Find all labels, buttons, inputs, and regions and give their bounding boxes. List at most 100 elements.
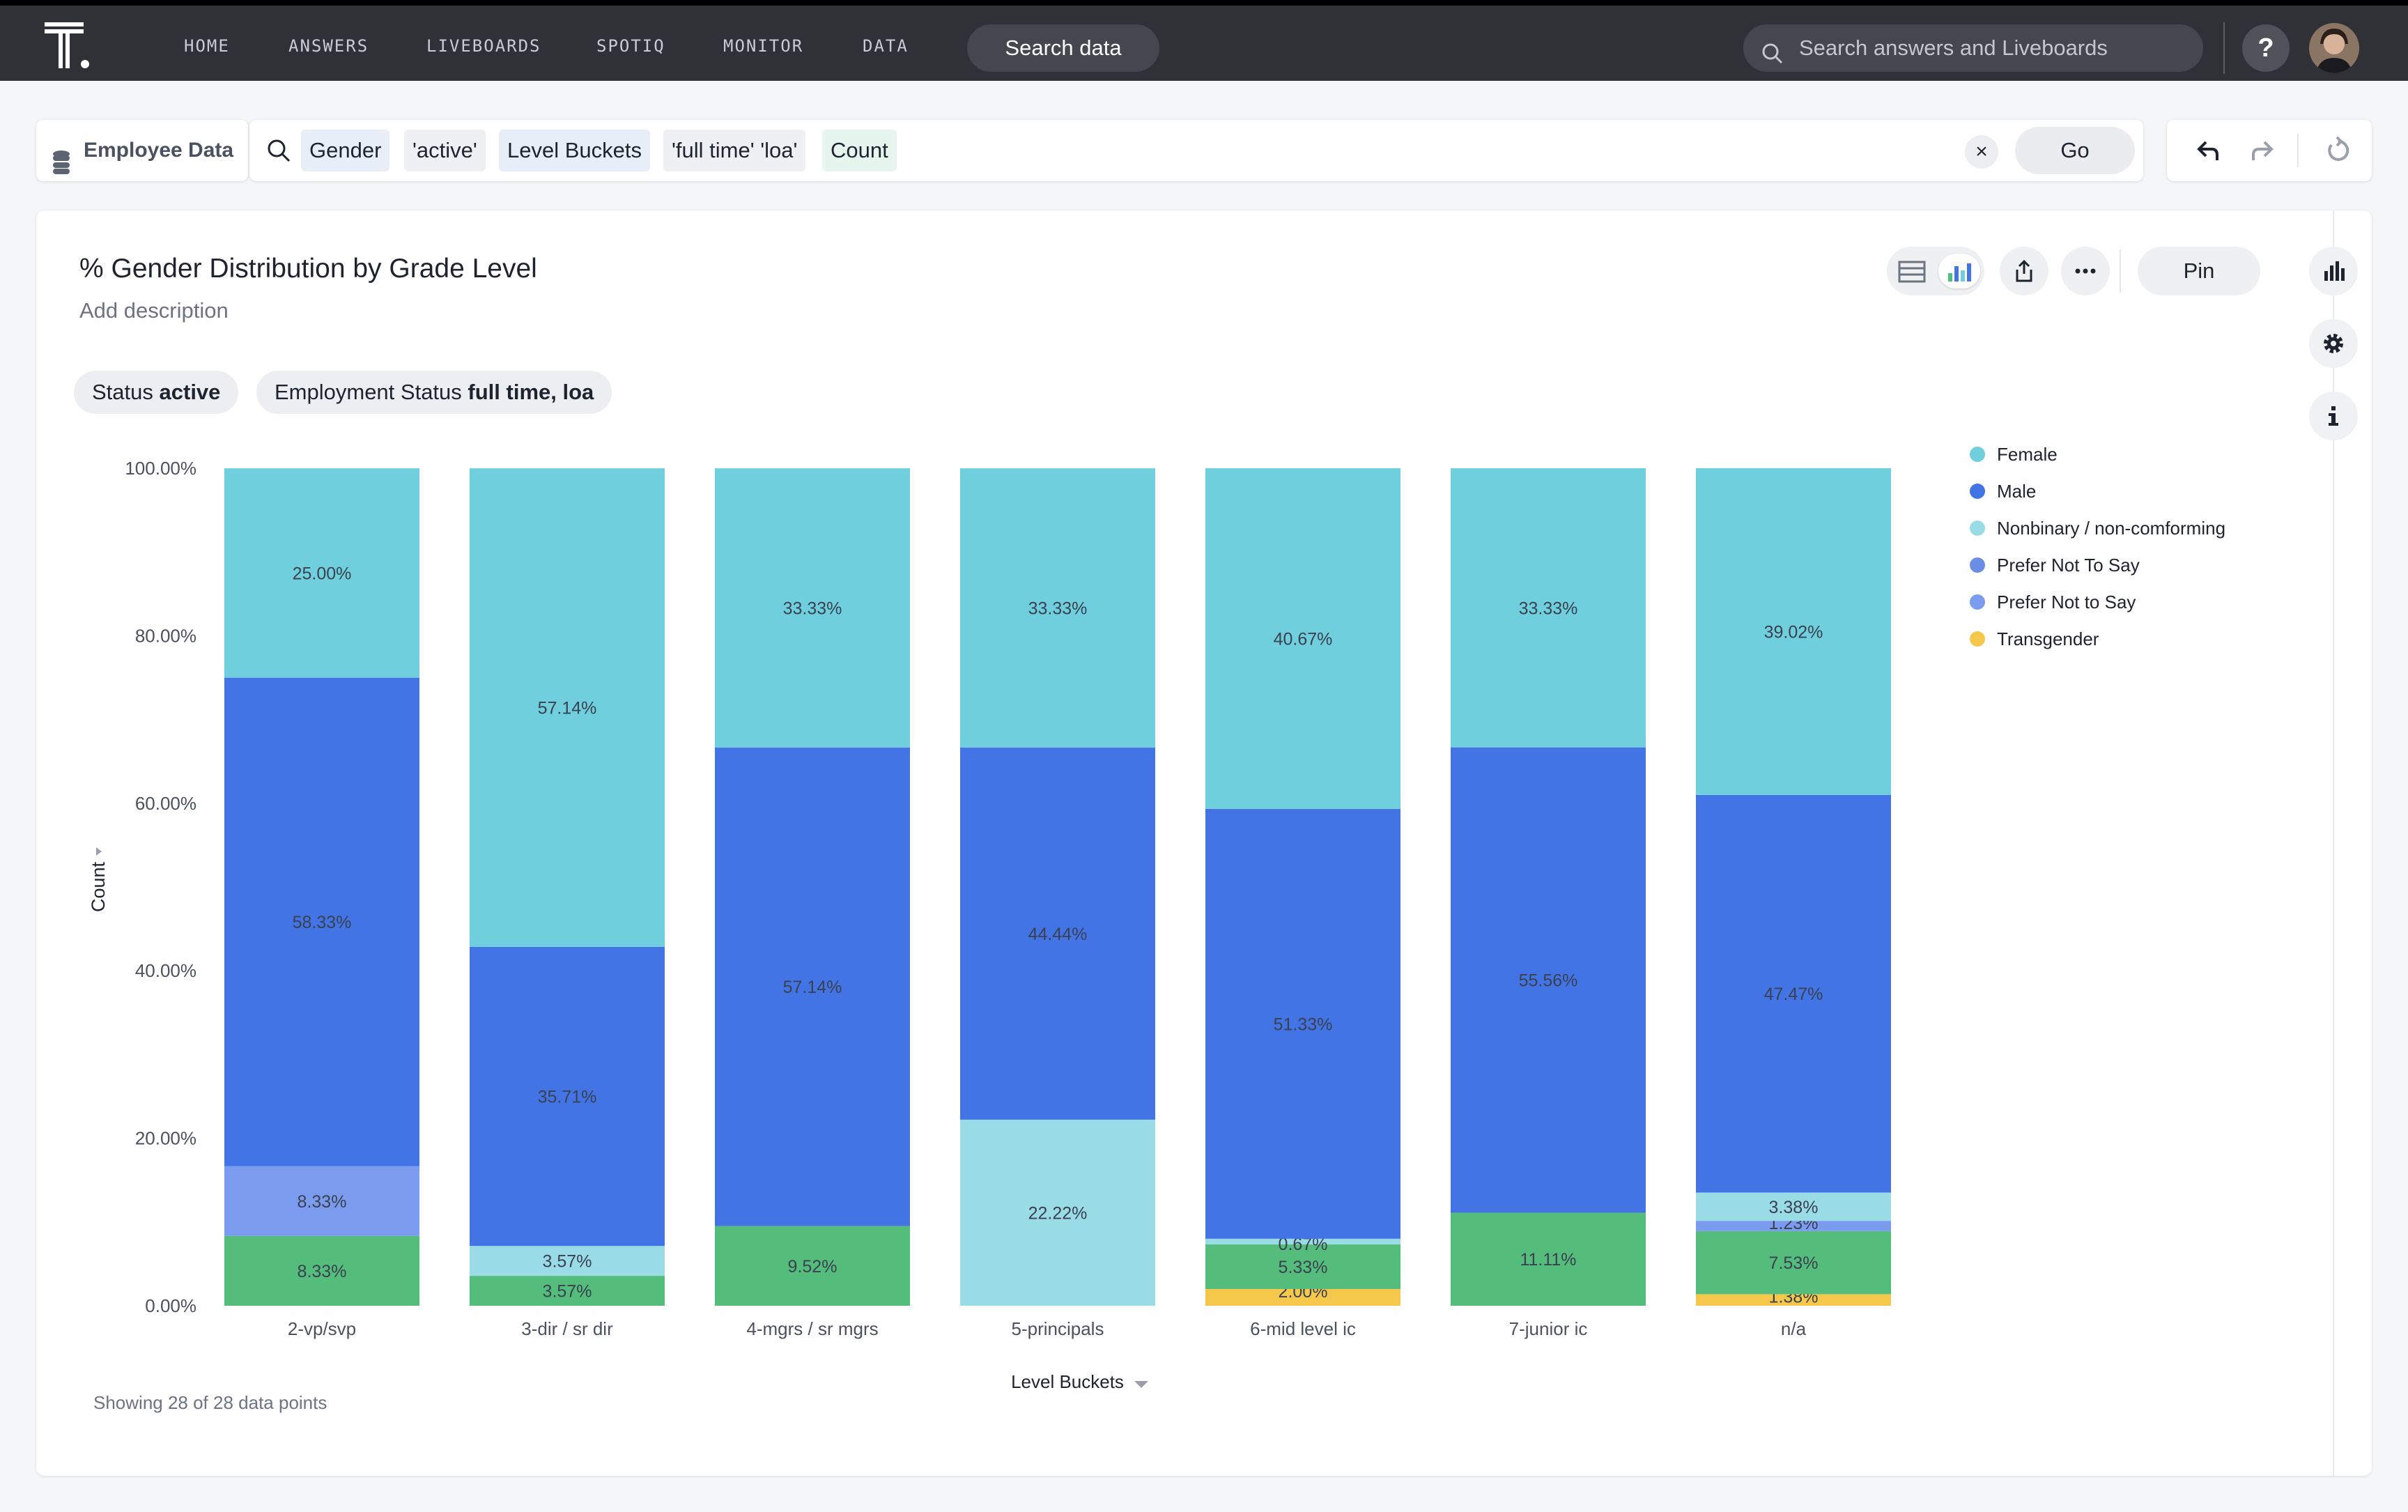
bar-segment bbox=[224, 677, 419, 1166]
search-icon bbox=[1760, 36, 1785, 83]
nav-spotiq[interactable]: SPOTIQ bbox=[596, 36, 665, 56]
filter-chip-employment-status[interactable]: Employment Status full time, loa bbox=[256, 371, 612, 414]
data-label: 7.53% bbox=[1769, 1253, 1819, 1273]
filter-chip-status[interactable]: Status active bbox=[74, 371, 239, 414]
bar-segment bbox=[1205, 1238, 1400, 1244]
bar-segment bbox=[1696, 468, 1891, 795]
filter-chip-value: full time, loa bbox=[468, 380, 594, 404]
x-axis-label: Level Buckets bbox=[1011, 1371, 1124, 1392]
data-label: 58.33% bbox=[293, 913, 352, 932]
data-label: 55.56% bbox=[1519, 971, 1578, 991]
bar-segment bbox=[715, 468, 910, 748]
nav-liveboards[interactable]: LIVEBOARDS bbox=[426, 36, 541, 56]
chart-type-icon[interactable] bbox=[2309, 247, 2358, 295]
x-tick-label: 6-mid level ic bbox=[1250, 1318, 1356, 1339]
chart-view-icon[interactable] bbox=[1938, 254, 1980, 288]
x-tick-label: 4-mgrs / sr mgrs bbox=[746, 1318, 878, 1339]
data-label: 5.33% bbox=[1279, 1258, 1328, 1277]
nav-answers[interactable]: ANSWERS bbox=[288, 36, 369, 56]
search-token-count[interactable]: Count bbox=[822, 130, 897, 171]
search-icon bbox=[265, 137, 293, 168]
avatar[interactable] bbox=[2309, 23, 2359, 73]
bar-segment bbox=[1696, 1192, 1891, 1221]
data-label: 9.52% bbox=[788, 1257, 838, 1276]
undo-icon[interactable] bbox=[2193, 135, 2224, 169]
data-label: 8.33% bbox=[298, 1192, 347, 1212]
go-button[interactable]: Go bbox=[2015, 127, 2135, 174]
data-label: 39.02% bbox=[1764, 622, 1823, 642]
data-source-label: Employee Data bbox=[84, 139, 234, 162]
search-token-gender[interactable]: Gender bbox=[301, 130, 390, 171]
description-field[interactable]: Add description bbox=[79, 298, 229, 323]
bar-segment bbox=[470, 468, 665, 947]
data-source-selector[interactable]: Employee Data bbox=[36, 120, 248, 181]
y-tick-label: 100.00% bbox=[125, 458, 196, 479]
database-icon bbox=[52, 138, 74, 199]
nav-monitor[interactable]: MONITOR bbox=[723, 36, 804, 56]
legend-item: Prefer Not to Say bbox=[1997, 592, 2136, 612]
search-token-active[interactable]: 'active' bbox=[404, 130, 486, 171]
bar-segment bbox=[715, 1226, 910, 1306]
x-tick-label: n/a bbox=[1781, 1318, 1807, 1339]
legend-item: Male bbox=[1997, 481, 2036, 502]
legend-swatch bbox=[1970, 447, 1985, 462]
clear-search-button[interactable]: × bbox=[1965, 135, 1998, 169]
info-icon[interactable] bbox=[2309, 392, 2358, 440]
data-label: 3.57% bbox=[543, 1282, 592, 1302]
bar-segment bbox=[1451, 468, 1646, 748]
search-token-level-buckets[interactable]: Level Buckets bbox=[499, 130, 650, 171]
data-label: 11.11% bbox=[1520, 1250, 1576, 1270]
search-token-full-time-loa[interactable]: 'full time' 'loa' bbox=[663, 130, 806, 171]
x-tick-label: 7-junior ic bbox=[1509, 1318, 1588, 1339]
bar-segment bbox=[715, 747, 910, 1226]
nav-data[interactable]: DATA bbox=[863, 36, 909, 56]
search-query-bar[interactable]: Gender 'active' Level Buckets 'full time… bbox=[249, 120, 2143, 181]
legend-swatch bbox=[1970, 557, 1985, 573]
x-tick-label: 2-vp/svp bbox=[288, 1318, 356, 1339]
x-tick-label: 5-principals bbox=[1012, 1318, 1104, 1339]
data-label: 8.33% bbox=[298, 1262, 347, 1281]
history-divider bbox=[2297, 134, 2299, 167]
reset-icon[interactable] bbox=[2323, 135, 2354, 169]
bar-segment bbox=[470, 946, 665, 1247]
data-label: 3.38% bbox=[1769, 1198, 1819, 1217]
bar-segment bbox=[470, 1246, 665, 1276]
y-axis-label: Count bbox=[88, 861, 109, 912]
y-tick-label: 0.00% bbox=[145, 1295, 196, 1316]
stacked-bar-chart: 0.00% 20.00% 40.00% 60.00% 80.00% 100.00% Coun… bbox=[88, 444, 2225, 1392]
bar-segment bbox=[224, 1166, 419, 1236]
global-search-input[interactable]: Search answers and Liveboards bbox=[1743, 24, 2203, 72]
bar-segment bbox=[1451, 1212, 1646, 1306]
pin-button[interactable]: Pin bbox=[2138, 247, 2260, 295]
share-icon[interactable] bbox=[2000, 247, 2048, 295]
gear-icon[interactable] bbox=[2309, 319, 2358, 368]
bar-segment bbox=[960, 1119, 1155, 1306]
bar-segment bbox=[960, 747, 1155, 1120]
filter-chip-label: Status bbox=[92, 380, 153, 404]
history-controls bbox=[2167, 120, 2372, 181]
y-tick-label: 20.00% bbox=[135, 1128, 196, 1149]
data-label: 57.14% bbox=[538, 699, 597, 718]
filter-chip-label: Employment Status bbox=[275, 380, 462, 404]
answer-card: % Gender Distribution by Grade Level Add… bbox=[36, 210, 2372, 1476]
page-title[interactable]: % Gender Distribution by Grade Level bbox=[79, 254, 537, 284]
bar-segment bbox=[1696, 1294, 1891, 1306]
nav-divider bbox=[2223, 22, 2225, 74]
more-options-icon[interactable] bbox=[2061, 247, 2110, 295]
data-label: 57.14% bbox=[783, 978, 842, 997]
help-button[interactable]: ? bbox=[2242, 24, 2290, 72]
bar-segment bbox=[1205, 1244, 1400, 1289]
table-view-icon[interactable] bbox=[1891, 254, 1933, 288]
bar-segment bbox=[960, 468, 1155, 748]
top-navigation: HOME ANSWERS LIVEBOARDS SPOTIQ MONITOR D… bbox=[0, 0, 2408, 81]
legend-item: Female bbox=[1997, 444, 2058, 465]
thoughtspot-logo-icon[interactable] bbox=[43, 21, 93, 71]
bar-segment bbox=[1205, 808, 1400, 1239]
data-label: 33.33% bbox=[783, 599, 842, 618]
x-axis-caret-icon bbox=[1134, 1381, 1148, 1388]
search-data-button[interactable]: Search data bbox=[967, 24, 1159, 72]
nav-home[interactable]: HOME bbox=[184, 36, 230, 56]
legend-item: Prefer Not To Say bbox=[1997, 555, 2140, 576]
data-label: 51.33% bbox=[1274, 1015, 1333, 1034]
redo-icon[interactable] bbox=[2246, 135, 2277, 169]
